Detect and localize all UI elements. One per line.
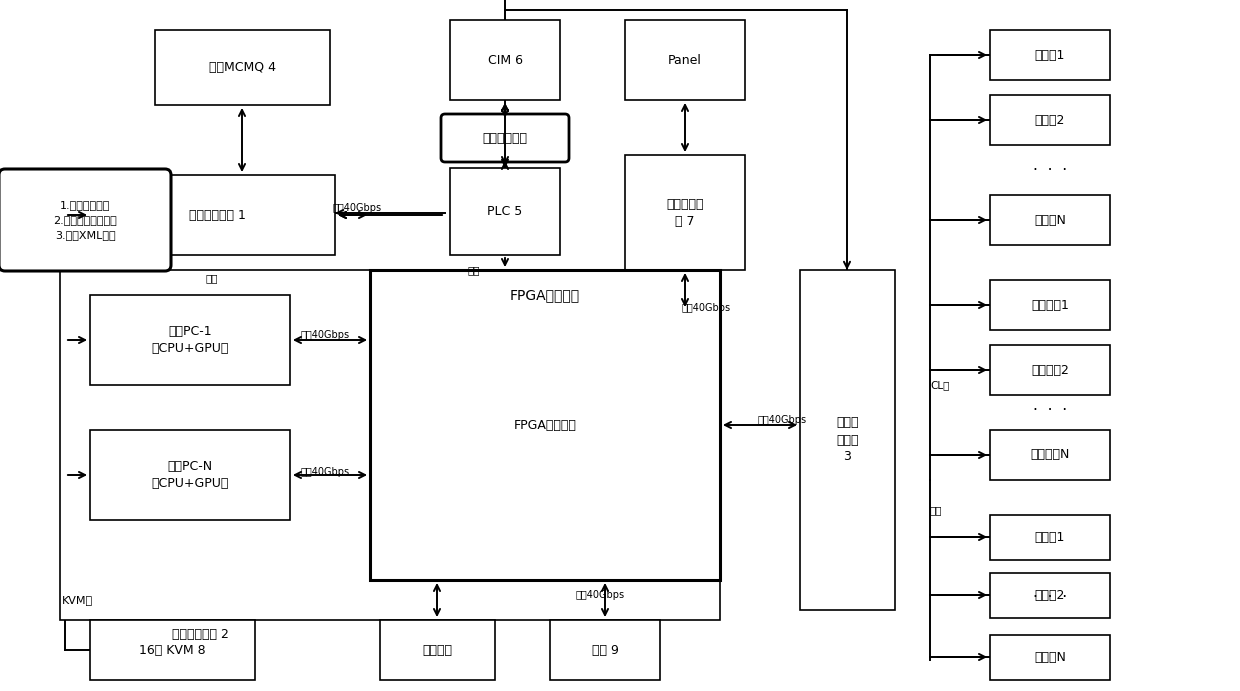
FancyBboxPatch shape xyxy=(0,169,171,271)
Text: 网线: 网线 xyxy=(467,265,480,275)
Bar xyxy=(990,280,1110,330)
Text: 客户MCMQ 4: 客户MCMQ 4 xyxy=(210,61,277,74)
Text: 光纤40Gbps: 光纤40Gbps xyxy=(300,330,350,340)
Bar xyxy=(91,430,290,520)
Bar xyxy=(625,155,745,270)
Text: PLC 5: PLC 5 xyxy=(487,205,522,218)
Text: KVM线: KVM线 xyxy=(62,595,93,605)
Text: 光纤40Gbps: 光纤40Gbps xyxy=(682,303,732,313)
Bar xyxy=(370,270,720,580)
Bar xyxy=(60,270,720,620)
Text: 大相机N: 大相机N xyxy=(1034,214,1066,227)
Bar xyxy=(625,20,745,100)
Text: 光纤40Gbps: 光纤40Gbps xyxy=(758,415,807,425)
Text: ·  ·  ·: · · · xyxy=(1033,402,1068,417)
Bar xyxy=(450,168,560,255)
Bar xyxy=(91,620,255,680)
Text: 图像计算单元 2: 图像计算单元 2 xyxy=(171,629,228,641)
Bar xyxy=(100,175,335,255)
Text: 线扫相机1: 线扫相机1 xyxy=(1032,299,1069,312)
Text: ·  ·  ·: · · · xyxy=(1033,162,1068,178)
Text: 图像存储单元 1: 图像存储单元 1 xyxy=(188,209,246,222)
Text: 16口 KVM 8: 16口 KVM 8 xyxy=(139,643,206,656)
Bar xyxy=(990,195,1110,245)
Text: FPGA计算平台: FPGA计算平台 xyxy=(513,419,577,431)
Text: 小相机1: 小相机1 xyxy=(1035,531,1065,544)
Bar xyxy=(379,620,495,680)
Text: 1.上报缺陷资料
2.上报缺陷图片资料
3.上报XML资料: 1.上报缺陷资料 2.上报缺陷图片资料 3.上报XML资料 xyxy=(53,200,117,240)
Text: 线扫相机2: 线扫相机2 xyxy=(1032,363,1069,377)
Bar xyxy=(990,573,1110,618)
Bar xyxy=(91,295,290,385)
Text: 线扫相机N: 线扫相机N xyxy=(1030,448,1070,462)
FancyBboxPatch shape xyxy=(441,114,569,162)
Text: 光纤40Gbps: 光纤40Gbps xyxy=(300,467,350,477)
Text: 光源 9: 光源 9 xyxy=(591,643,619,656)
Bar xyxy=(990,30,1110,80)
Bar xyxy=(990,95,1110,145)
Text: ·  ·  ·: · · · xyxy=(1033,591,1068,605)
Text: FPGA计算平台: FPGA计算平台 xyxy=(510,288,580,302)
Text: 大相机1: 大相机1 xyxy=(1035,48,1065,61)
Text: 小相机N: 小相机N xyxy=(1034,651,1066,664)
Bar xyxy=(990,345,1110,395)
Text: Panel: Panel xyxy=(668,53,702,66)
Bar xyxy=(551,620,660,680)
Text: 光纤40Gbps: 光纤40Gbps xyxy=(332,203,382,213)
Text: 光纤40Gbps: 光纤40Gbps xyxy=(575,590,625,600)
Text: 级联扩展: 级联扩展 xyxy=(423,643,453,656)
Bar xyxy=(990,635,1110,680)
Text: CIM 6: CIM 6 xyxy=(487,53,522,66)
Bar xyxy=(990,515,1110,560)
Text: 计算PC-N
【CPU+GPU】: 计算PC-N 【CPU+GPU】 xyxy=(151,460,228,490)
Bar xyxy=(450,20,560,100)
Text: 上报缺陷结果: 上报缺陷结果 xyxy=(482,131,527,144)
Text: 网线: 网线 xyxy=(930,505,942,515)
Text: 小相机2: 小相机2 xyxy=(1035,589,1065,602)
Text: 大相机2: 大相机2 xyxy=(1035,113,1065,126)
Text: CL线: CL线 xyxy=(930,380,950,390)
Text: 信号扩展单
元 7: 信号扩展单 元 7 xyxy=(666,198,704,227)
Text: 网线: 网线 xyxy=(205,273,217,283)
Bar xyxy=(990,430,1110,480)
Bar xyxy=(155,30,330,105)
Bar xyxy=(800,270,895,610)
Text: 图像采
集单元
3: 图像采 集单元 3 xyxy=(836,417,859,464)
Text: 计算PC-1
【CPU+GPU】: 计算PC-1 【CPU+GPU】 xyxy=(151,325,228,355)
